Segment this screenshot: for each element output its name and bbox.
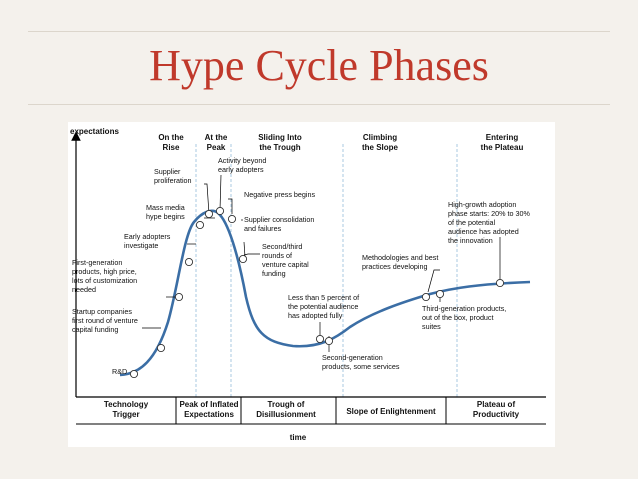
x-axis-label: time: [290, 433, 307, 442]
annotation-13: Methodologies and best practices developi…: [362, 253, 438, 271]
annotation-1: R&D: [112, 367, 127, 376]
curve-marker-1: [129, 369, 139, 379]
curve-marker-3: [174, 292, 184, 302]
leader-line-8: [228, 198, 233, 214]
annotation-10: Second/third rounds of venture capital fund…: [262, 242, 309, 278]
annotation-14: Third-generation products, out of the box…: [422, 304, 506, 331]
curve-marker-5: [195, 220, 205, 230]
curve-marker-10: [315, 334, 325, 344]
annotation-3: First-generation products, high price, lot…: [72, 258, 137, 294]
slide-title: Hype Cycle Phases: [149, 41, 489, 90]
curve-marker-13: [435, 289, 445, 299]
curve-marker-4: [184, 257, 194, 267]
bottom-phase-2: Peak of Inflated Expectations: [179, 400, 238, 419]
bottom-phase-5: Plateau of Productivity: [473, 400, 520, 419]
leader-line-7: [219, 174, 222, 211]
bottom-phase-3: Trough of Disillusionment: [256, 400, 316, 419]
curve-marker-9: [238, 254, 248, 264]
curve-marker-2: [156, 343, 166, 353]
phase-header-2: At the Peak: [205, 133, 228, 152]
annotation-6: Supplier proliferation: [154, 167, 192, 185]
annotation-8: Negative press begins: [244, 190, 316, 199]
title-divider: [28, 104, 610, 105]
annotation-15: High-growth adoption phase starts: 20% to…: [448, 200, 531, 245]
leader-line-11: [243, 253, 260, 256]
annotation-2: Startup companies first round of venture c…: [72, 307, 138, 334]
annotation-7: Activity beyond early adopters: [218, 156, 266, 174]
curve-marker-12: [421, 292, 431, 302]
y-axis-label: expectations: [70, 127, 119, 136]
bottom-phase-4: Slope of Enlightenment: [346, 407, 436, 416]
bottom-phase-1: Technology Trigger: [104, 400, 149, 419]
phase-header-4: Climbing the Slope: [362, 133, 399, 152]
phase-header-1: On the Rise: [158, 133, 184, 152]
hype-cycle-diagram: expectations time On the Rise At the Peak Slid…: [70, 127, 546, 442]
curve-marker-6: [204, 209, 214, 219]
phase-header-3: Sliding Into the Trough: [258, 133, 302, 152]
leader-line-6: [204, 183, 210, 215]
hype-cycle-figure: expectations time On the Rise At the Peak Slid…: [68, 122, 555, 447]
top-divider: [28, 31, 610, 32]
annotation-11: Less than 5 percent of the potential audi…: [288, 293, 359, 320]
annotation-5: Mass media hype begins: [146, 203, 185, 221]
leader-line-14: [427, 269, 440, 293]
curve-marker-11: [324, 336, 334, 346]
annotation-4: Early adopters investigate: [124, 232, 171, 250]
annotation-9: Supplier consolidation and failures: [244, 215, 314, 233]
curve-marker-8: [227, 214, 237, 224]
curve-marker-7: [215, 206, 225, 216]
curve-marker-14: [495, 278, 505, 288]
phase-header-5: Entering the Plateau: [481, 133, 524, 152]
hype-cycle-curve: [119, 209, 531, 377]
annotation-12: Second-generation products, some services: [322, 353, 400, 371]
